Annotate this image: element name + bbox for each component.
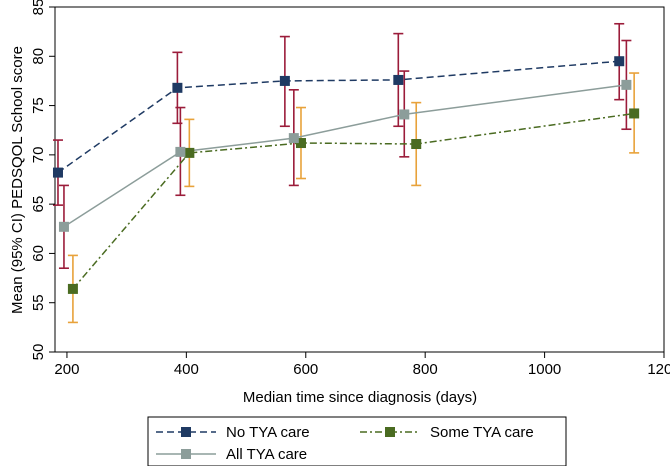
some-tya-care-marker [295, 138, 306, 149]
x-tick-label: 600 [293, 361, 318, 378]
y-tick-label: 85 [30, 0, 47, 15]
legend-marker [385, 427, 395, 437]
all-tya-care-marker [288, 133, 299, 144]
x-axis-label: Median time since diagnosis (days) [243, 389, 477, 406]
no-tya-care-marker [393, 74, 404, 85]
some-tya-care-marker [629, 108, 640, 119]
some-tya-care-marker [67, 283, 78, 294]
x-tick-label: 1200 [647, 361, 670, 378]
x-tick-label: 1000 [528, 361, 561, 378]
legend-items: No TYA care Some TYA care All TYA care [156, 424, 534, 463]
y-axis-label: Mean (95% CI) PEDSQOL School score [9, 46, 26, 314]
some-tya-care-marker [184, 147, 195, 158]
legend-marker [181, 427, 191, 437]
y-tick-label: 50 [30, 344, 47, 361]
legend: No TYA care Some TYA care All TYA care [147, 416, 567, 466]
legend-label: No TYA care [226, 424, 310, 441]
y-tick-label: 70 [30, 147, 47, 164]
no-tya-care-marker [279, 75, 290, 86]
x-tick-label: 800 [413, 361, 438, 378]
legend-item-some-tya-care: Some TYA care [360, 424, 534, 441]
axis-layer: 200 400 600 800 1000 1200 50 55 60 65 70 75 80 85 [30, 0, 670, 378]
legend-item-all-tya-care: All TYA care [156, 446, 307, 463]
all-tya-care-marker [399, 109, 410, 120]
legend-label: All TYA care [226, 446, 307, 463]
no-tya-care-marker [172, 82, 183, 93]
all-tya-care-marker [175, 146, 186, 157]
y-tick-label: 60 [30, 245, 47, 262]
marker-layer [52, 56, 640, 294]
plot-area [54, 6, 665, 353]
y-tick-label: 55 [30, 294, 47, 311]
y-tick-label: 80 [30, 48, 47, 65]
y-tick-label: 75 [30, 97, 47, 114]
no-tya-care-marker [52, 167, 63, 178]
no-tya-care-marker [614, 56, 625, 67]
x-tick-label: 200 [54, 361, 79, 378]
legend-marker [181, 449, 191, 459]
all-tya-care-marker [621, 79, 632, 90]
all-tya-care-marker [58, 221, 69, 232]
legend-item-no-tya-care: No TYA care [156, 424, 310, 441]
x-tick-label: 400 [174, 361, 199, 378]
legend-label: Some TYA care [430, 424, 534, 441]
y-tick-label: 65 [30, 196, 47, 213]
some-tya-care-marker [411, 139, 422, 150]
legend-box [147, 416, 567, 466]
